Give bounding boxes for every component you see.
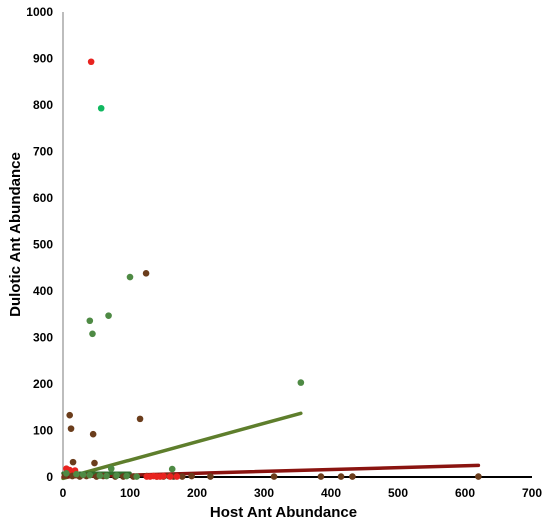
data-point bbox=[63, 469, 70, 477]
y-tick-label: 500 bbox=[33, 238, 53, 252]
data-point bbox=[317, 473, 325, 480]
x-axis-title: Host Ant Abundance bbox=[210, 504, 357, 521]
data-point bbox=[103, 472, 110, 480]
data-point bbox=[297, 379, 305, 386]
data-point bbox=[136, 415, 144, 423]
data-point bbox=[173, 473, 181, 480]
axes bbox=[62, 12, 532, 478]
data-point bbox=[133, 473, 140, 480]
data-point bbox=[475, 473, 482, 480]
trendlines bbox=[61, 411, 481, 481]
data-point bbox=[89, 430, 97, 438]
data-points bbox=[61, 58, 482, 480]
y-tick-labels: 0 100 200 300 400 500 600 700 800 900 1000 bbox=[26, 5, 53, 484]
x-tick-label: 300 bbox=[254, 486, 274, 500]
data-point bbox=[86, 317, 94, 325]
trendline bbox=[61, 411, 303, 481]
data-point bbox=[105, 312, 112, 319]
data-point bbox=[89, 330, 96, 338]
data-point bbox=[73, 470, 80, 478]
data-point bbox=[67, 425, 75, 432]
y-tick-label: 600 bbox=[33, 191, 53, 205]
data-point bbox=[349, 473, 356, 480]
y-tick-label: 900 bbox=[33, 52, 53, 66]
x-tick-label: 500 bbox=[388, 486, 408, 500]
y-axis-title: Dulotic Ant Abundance bbox=[7, 152, 24, 317]
data-point bbox=[270, 473, 278, 480]
data-point bbox=[123, 472, 130, 480]
x-tick-label: 200 bbox=[187, 486, 207, 500]
data-point bbox=[86, 471, 94, 479]
y-tick-label: 100 bbox=[33, 424, 53, 438]
y-tick-label: 300 bbox=[33, 331, 53, 345]
y-tick-label: 400 bbox=[33, 284, 53, 298]
y-tick-label: 1000 bbox=[26, 5, 53, 19]
data-point bbox=[142, 270, 150, 277]
data-point bbox=[66, 411, 73, 419]
data-point bbox=[188, 472, 195, 480]
data-point bbox=[178, 473, 186, 480]
y-tick-label: 0 bbox=[46, 470, 53, 484]
data-point bbox=[113, 472, 120, 479]
x-tick-label: 400 bbox=[321, 486, 341, 500]
y-tick-label: 700 bbox=[33, 145, 53, 159]
x-tick-label: 100 bbox=[120, 486, 140, 500]
data-point bbox=[91, 459, 98, 467]
x-tick-label: 0 bbox=[60, 486, 67, 500]
data-point bbox=[96, 472, 104, 479]
data-point bbox=[107, 465, 115, 472]
x-tick-labels: 0 100 200 300 400 500 600 700 bbox=[60, 486, 543, 500]
data-point bbox=[97, 104, 105, 112]
data-point bbox=[337, 473, 345, 480]
x-tick-label: 600 bbox=[455, 486, 475, 500]
data-point bbox=[79, 471, 87, 478]
data-point bbox=[207, 473, 214, 480]
data-point bbox=[168, 465, 176, 473]
x-tick-label: 700 bbox=[522, 486, 542, 500]
y-tick-label: 800 bbox=[33, 98, 53, 112]
data-point bbox=[166, 473, 174, 480]
data-point bbox=[87, 58, 95, 66]
data-point bbox=[69, 458, 77, 466]
data-point bbox=[160, 472, 167, 480]
y-tick-label: 200 bbox=[33, 377, 53, 391]
data-point bbox=[126, 273, 134, 281]
